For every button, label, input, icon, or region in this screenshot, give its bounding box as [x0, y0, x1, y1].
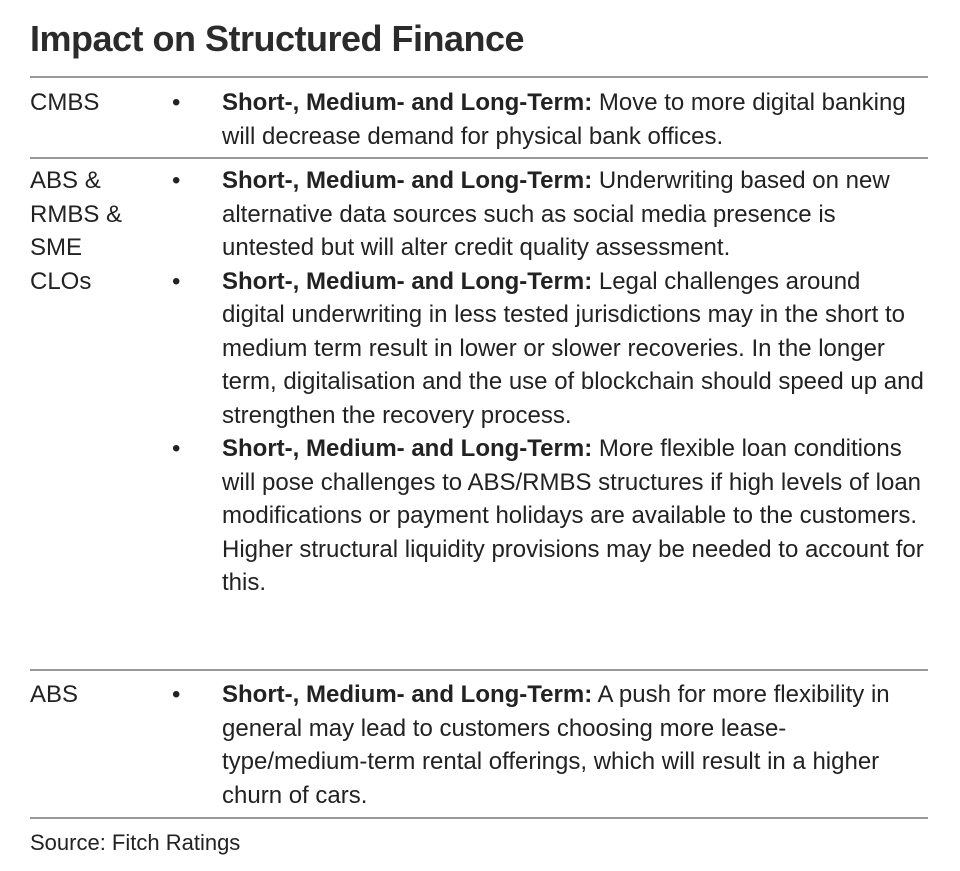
list-item: • Short-, Medium- and Long-Term: A push f…	[170, 678, 928, 812]
term-label: Short-, Medium- and Long-Term:	[222, 435, 593, 462]
source-note: Source: Fitch Ratings	[30, 830, 241, 855]
item-text: More flexible loan conditions will pose …	[222, 435, 924, 596]
bullet-icon: •	[172, 267, 181, 295]
page-title: Impact on Structured Finance	[30, 18, 525, 59]
item-text: Legal challenges around digital underwri…	[222, 267, 924, 429]
list-item: • Short-, Medium- and Long-Term: More fle…	[170, 432, 928, 600]
bullet-icon: •	[172, 435, 181, 462]
term-label: Short-, Medium- and Long-Term:	[222, 167, 593, 194]
divider-top	[30, 76, 928, 78]
row-label: CMBS	[30, 89, 100, 116]
divider-bottom	[30, 817, 928, 819]
term-label: Short-, Medium- and Long-Term:	[222, 681, 593, 708]
bullet-list: • Short-, Medium- and Long-Term: Move to …	[170, 86, 928, 153]
row-label: ABS	[30, 681, 79, 708]
list-item: • Short-, Medium- and Long-Term: Underwri…	[170, 164, 928, 265]
item-text: A push for more flexibility in general m…	[222, 681, 890, 809]
bullet-icon: •	[172, 167, 181, 194]
row-label: ABS & RMBS & SME CLOs	[30, 167, 123, 295]
bullet-list: • Short-, Medium- and Long-Term: A push f…	[170, 678, 928, 812]
term-label: Short-, Medium- and Long-Term:	[222, 89, 593, 116]
item-text: Move to more digital banking will decrea…	[222, 89, 906, 150]
bullet-list: • Short-, Medium- and Long-Term: Underwri…	[170, 164, 928, 600]
term-label: Short-, Medium- and Long-Term:	[222, 267, 593, 295]
divider	[30, 669, 928, 671]
item-text: Underwriting based on new alternative da…	[222, 167, 890, 261]
bullet-icon: •	[172, 89, 181, 116]
list-item: • Short-, Medium- and Long-Term: Legal ch…	[170, 265, 928, 433]
list-item: • Short-, Medium- and Long-Term: Move to …	[170, 86, 928, 153]
bullet-icon: •	[172, 681, 181, 708]
divider	[30, 157, 928, 159]
